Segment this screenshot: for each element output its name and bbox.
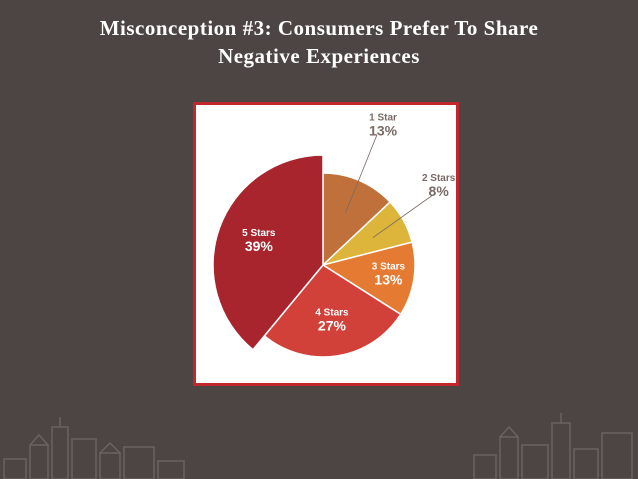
pie-slice-5: [212, 154, 324, 351]
slide-title: Misconception #3: Consumers Prefer To Sh…: [0, 14, 638, 70]
pie-label-1: 1 Star: [369, 113, 397, 124]
pie-value-3: 13%: [374, 271, 403, 287]
pie-value-4: 27%: [318, 317, 347, 333]
pie-value-5: 39%: [245, 238, 274, 254]
pie-value-1: 13%: [369, 123, 398, 139]
slide-title-line-1: Misconception #3: Consumers Prefer To Sh…: [99, 16, 539, 40]
pie-label-2: 2 Stars: [422, 173, 456, 184]
pie-leader-line-1: [345, 134, 378, 213]
city-skyline-left-icon: [3, 417, 185, 479]
pie-value-2: 8%: [429, 183, 450, 199]
pie-leader-line-2: [372, 194, 433, 238]
pie-slice-4: [263, 264, 402, 358]
pie-label-3: 3 Stars: [372, 261, 406, 272]
city-skyline-right-icon: [473, 413, 633, 479]
pie-slice-3: [321, 241, 416, 316]
slide-title-line-2: Negative Experiences: [218, 44, 420, 68]
pie-label-5: 5 Stars: [242, 228, 276, 239]
pie-label-4: 4 Stars: [315, 307, 349, 318]
pie-slice-1: [322, 172, 392, 267]
pie-chart-frame: 1 Star 13% 2 Stars 8% 3 Stars 13% 4 Stars 27% 5 …: [193, 102, 459, 386]
